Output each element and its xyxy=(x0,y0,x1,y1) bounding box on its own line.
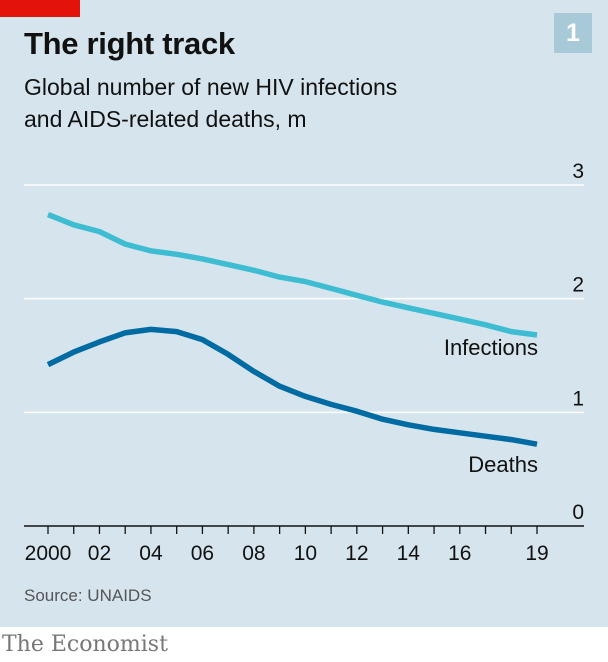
series-labels: Infections Deaths xyxy=(444,335,538,477)
series-label-deaths: Deaths xyxy=(468,452,538,477)
x-tick-label-2006: 06 xyxy=(191,542,214,565)
chart-subtitle: Global number of new HIV infections and … xyxy=(24,71,584,135)
brand-red-tag xyxy=(0,0,80,17)
x-axis: 2000 02 04 06 08 10 12 14 16 19 xyxy=(24,525,584,565)
y-tick-label-0: 0 xyxy=(572,501,584,524)
y-tick-label-1: 1 xyxy=(572,387,584,410)
x-tick-label-2014: 14 xyxy=(397,542,421,565)
series-line-deaths xyxy=(46,326,538,447)
x-tick-label-2004: 04 xyxy=(139,542,163,565)
brand-wordmark: The Economist xyxy=(2,632,168,657)
x-tick-label-2012: 12 xyxy=(345,542,368,565)
y-axis-labels: 0 1 2 3 xyxy=(572,160,584,524)
series-label-infections: Infections xyxy=(444,335,538,360)
chart-title: The right track xyxy=(24,26,235,61)
y-tick-label-3: 3 xyxy=(572,160,584,183)
subtitle-line-2: and AIDS-related deaths, m xyxy=(24,106,307,132)
x-tick-label-2016: 16 xyxy=(448,542,471,565)
x-tick-label-2000: 2000 xyxy=(25,542,72,565)
x-tick-label-2019: 19 xyxy=(525,542,548,565)
chart-number-badge: 1 xyxy=(554,13,592,53)
series-lines xyxy=(46,212,538,447)
chart-panel xyxy=(0,0,608,627)
x-tick-label-2010: 10 xyxy=(294,542,317,565)
source-note: Source: UNAIDS xyxy=(24,586,152,605)
series-line-infections xyxy=(46,212,538,338)
x-tick-label-2008: 08 xyxy=(242,542,265,565)
subtitle-line-1: Global number of new HIV infections xyxy=(24,74,398,100)
y-tick-label-2: 2 xyxy=(572,274,584,297)
x-tick-label-2002: 02 xyxy=(88,542,111,565)
gridlines xyxy=(24,184,584,414)
